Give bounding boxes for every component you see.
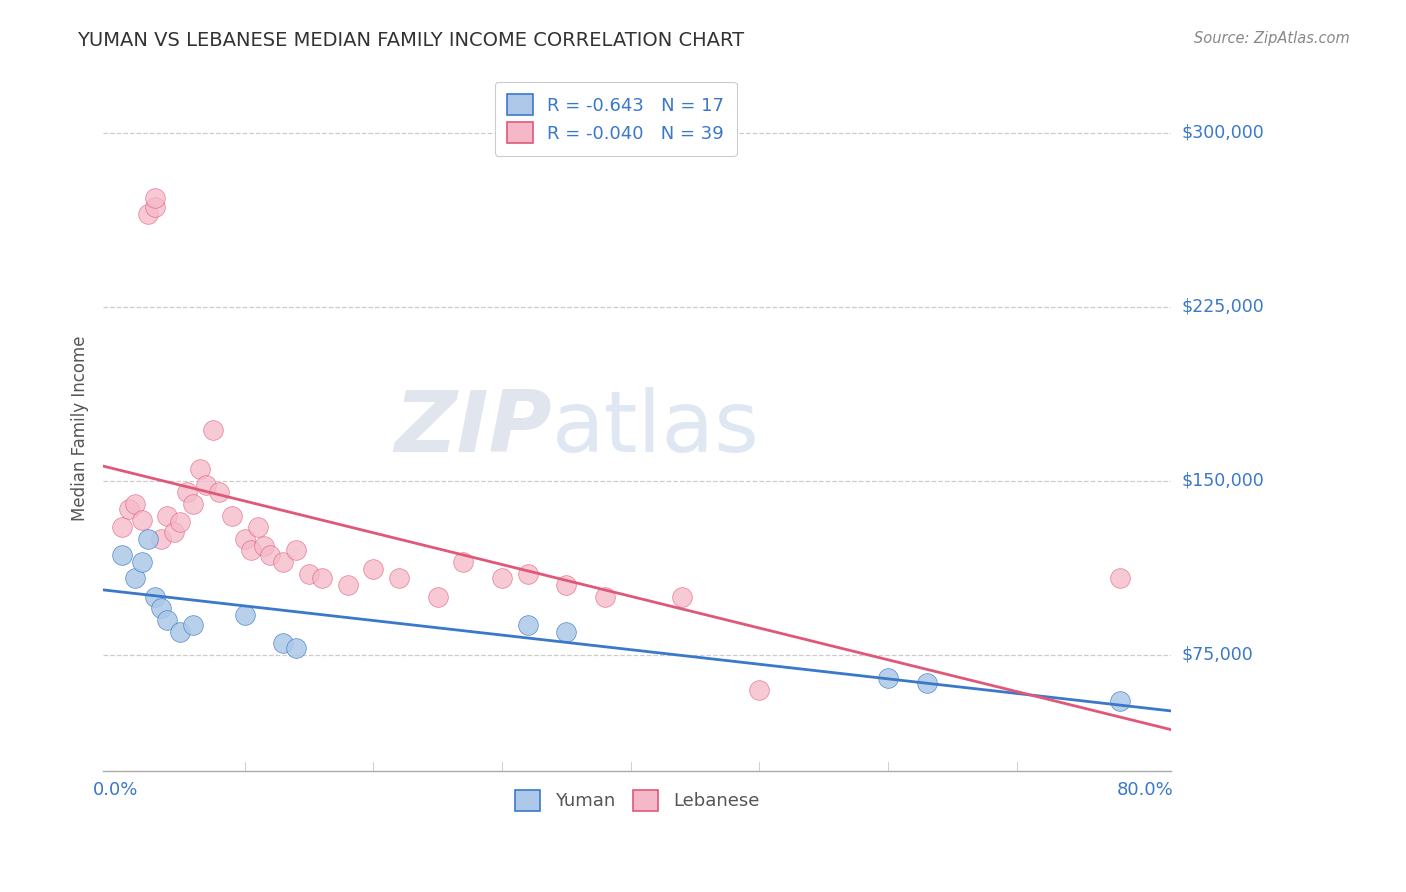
Point [426, 590, 449, 604]
Point [124, 571, 146, 585]
Point [298, 566, 321, 581]
Point [221, 508, 243, 523]
Point [516, 566, 538, 581]
Point [124, 497, 146, 511]
Point [143, 200, 166, 214]
Point [246, 520, 269, 534]
Point [240, 543, 263, 558]
Point [453, 555, 475, 569]
Point [136, 532, 159, 546]
Point [111, 520, 134, 534]
Point [593, 590, 616, 604]
Point [363, 562, 385, 576]
Point [336, 578, 359, 592]
Text: $225,000: $225,000 [1181, 298, 1264, 316]
Text: $75,000: $75,000 [1181, 646, 1253, 664]
Point [143, 590, 166, 604]
Point [131, 555, 153, 569]
Point [233, 608, 256, 623]
Point [877, 671, 900, 685]
Point [271, 636, 294, 650]
Point [748, 682, 770, 697]
Legend: Yuman, Lebanese: Yuman, Lebanese [502, 777, 772, 823]
Point [156, 508, 179, 523]
Text: $150,000: $150,000 [1181, 472, 1264, 490]
Point [143, 191, 166, 205]
Point [555, 578, 578, 592]
Text: atlas: atlas [551, 387, 759, 470]
Point [671, 590, 693, 604]
Point [150, 532, 173, 546]
Point [208, 485, 231, 500]
Point [491, 571, 513, 585]
Point [555, 624, 578, 639]
Point [181, 497, 204, 511]
Point [253, 539, 276, 553]
Point [388, 571, 411, 585]
Text: $300,000: $300,000 [1181, 124, 1264, 142]
Point [285, 543, 308, 558]
Text: YUMAN VS LEBANESE MEDIAN FAMILY INCOME CORRELATION CHART: YUMAN VS LEBANESE MEDIAN FAMILY INCOME C… [77, 31, 744, 50]
Point [169, 624, 191, 639]
Point [285, 640, 308, 655]
Point [150, 601, 173, 615]
Point [233, 532, 256, 546]
Point [271, 555, 294, 569]
Point [176, 485, 198, 500]
Point [131, 513, 153, 527]
Point [311, 571, 333, 585]
Point [118, 501, 141, 516]
Point [181, 617, 204, 632]
Point [195, 478, 218, 492]
Text: ZIP: ZIP [394, 387, 551, 470]
Point [188, 462, 211, 476]
Point [1108, 694, 1130, 708]
Point [136, 207, 159, 221]
Point [1108, 571, 1130, 585]
Point [169, 516, 191, 530]
Point [163, 524, 186, 539]
Point [915, 675, 938, 690]
Point [516, 617, 538, 632]
Point [259, 548, 281, 562]
Point [156, 613, 179, 627]
Point [201, 423, 224, 437]
Text: Source: ZipAtlas.com: Source: ZipAtlas.com [1194, 31, 1350, 46]
Point [111, 548, 134, 562]
Y-axis label: Median Family Income: Median Family Income [72, 335, 89, 521]
